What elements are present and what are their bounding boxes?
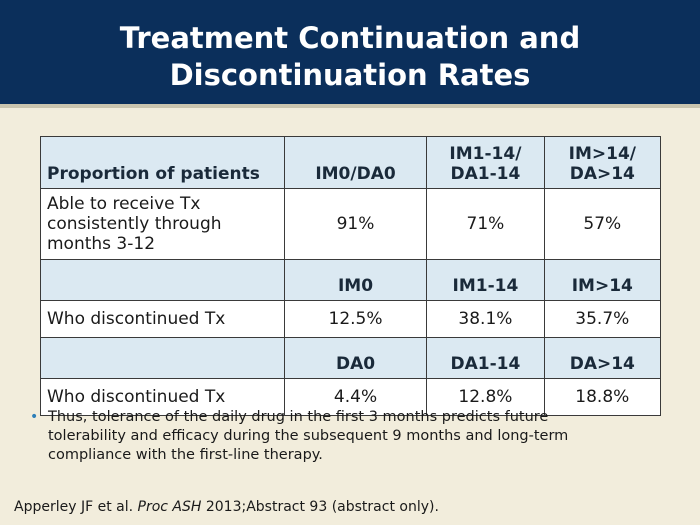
header-line: DA>14 xyxy=(569,164,635,184)
subheader-im0: IM0 xyxy=(283,259,428,301)
table-row: Who discontinued Tx 4.4% 12.8% 18.8% xyxy=(40,378,662,416)
title-banner: Treatment Continuation and Discontinuati… xyxy=(0,0,700,108)
subheader-im1-14: IM1-14 xyxy=(426,259,545,301)
header-line: IM1-14/ xyxy=(449,144,522,164)
header-proportion-label: Proportion of patients xyxy=(40,136,285,189)
bullet-line: tolerability and efficacy during the sub… xyxy=(48,428,569,444)
subheader-empty xyxy=(40,259,285,301)
bullet-point: • Thus, tolerance of the daily drug in t… xyxy=(30,408,670,465)
header-line: IM>14/ xyxy=(568,144,636,164)
row-label-line: months 3-12 xyxy=(47,234,156,254)
subheader-da0: DA0 xyxy=(283,337,428,379)
slide-title-line-1: Treatment Continuation and xyxy=(119,21,581,55)
slide-title-line-2: Discontinuation Rates xyxy=(169,58,531,92)
cell-value: 12.8% xyxy=(426,378,545,416)
table-row: Who discontinued Tx 12.5% 38.1% 35.7% xyxy=(40,300,662,338)
table-subheader-row: IM0 IM1-14 IM>14 xyxy=(40,259,662,301)
cell-value: 71% xyxy=(426,188,545,260)
subheader-im-gt14: IM>14 xyxy=(543,259,662,301)
slide-title: Treatment Continuation and Discontinuati… xyxy=(0,20,700,94)
citation-journal: Proc ASH xyxy=(137,499,202,515)
citation-author: Apperley JF et al. xyxy=(14,499,138,515)
cell-value: 57% xyxy=(543,188,662,260)
row-label-able-to-receive: Able to receive Tx consistently through … xyxy=(40,188,285,260)
bullet-icon: • xyxy=(30,409,39,425)
cell-value: 18.8% xyxy=(543,378,662,416)
subheader-da-gt14: DA>14 xyxy=(543,337,662,379)
table-header-row: Proportion of patients IM0/DA0 IM1-14/ D… xyxy=(40,136,662,189)
row-label-line: Able to receive Tx xyxy=(47,194,201,214)
row-label-line: consistently through xyxy=(47,214,222,234)
cell-value: 12.5% xyxy=(283,300,428,338)
cell-value: 91% xyxy=(283,188,428,260)
table-row: Able to receive Tx consistently through … xyxy=(40,188,662,260)
header-line: DA1-14 xyxy=(450,164,521,184)
header-im-gt14-da-gt14: IM>14/ DA>14 xyxy=(543,136,662,189)
cell-value: 38.1% xyxy=(426,300,545,338)
citation: Apperley JF et al. Proc ASH 2013;Abstrac… xyxy=(14,499,439,515)
row-label-discontinued-im: Who discontinued Tx xyxy=(40,300,285,338)
cell-value: 35.7% xyxy=(543,300,662,338)
header-im1-14-da1-14: IM1-14/ DA1-14 xyxy=(426,136,545,189)
subheader-empty xyxy=(40,337,285,379)
row-label-discontinued-da: Who discontinued Tx xyxy=(40,378,285,416)
bullet-line: Thus, tolerance of the daily drug in the… xyxy=(48,409,549,425)
citation-rest: 2013;Abstract 93 (abstract only). xyxy=(201,499,439,515)
bullet-text: Thus, tolerance of the daily drug in the… xyxy=(48,408,670,465)
rates-table: Proportion of patients IM0/DA0 IM1-14/ D… xyxy=(40,136,662,416)
bullet-line: compliance with the first-line therapy. xyxy=(48,447,323,463)
table-subheader-row: DA0 DA1-14 DA>14 xyxy=(40,337,662,379)
subheader-da1-14: DA1-14 xyxy=(426,337,545,379)
header-im0-da0: IM0/DA0 xyxy=(283,136,428,189)
